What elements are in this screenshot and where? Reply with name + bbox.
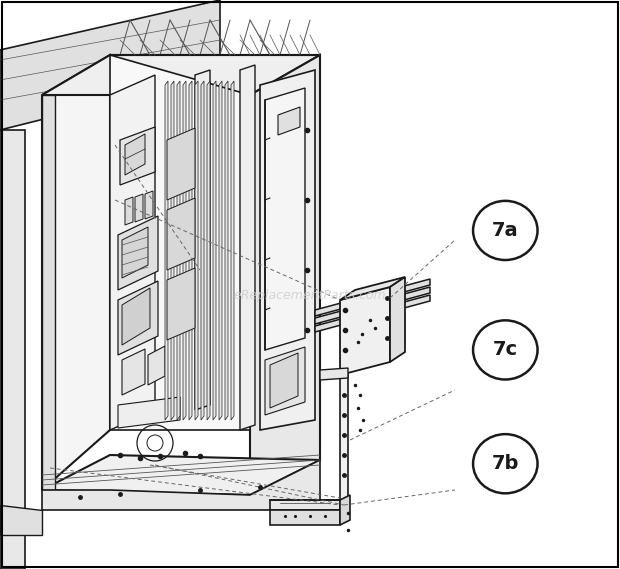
Polygon shape xyxy=(42,460,320,510)
Text: 7b: 7b xyxy=(492,454,519,473)
Polygon shape xyxy=(340,287,390,375)
Polygon shape xyxy=(42,55,320,95)
Polygon shape xyxy=(118,281,158,355)
Polygon shape xyxy=(42,95,55,490)
Polygon shape xyxy=(315,279,430,316)
Ellipse shape xyxy=(473,201,538,260)
Polygon shape xyxy=(219,81,222,420)
Polygon shape xyxy=(167,128,195,200)
Polygon shape xyxy=(201,81,204,420)
Polygon shape xyxy=(225,81,228,420)
Polygon shape xyxy=(315,295,430,332)
Polygon shape xyxy=(167,268,195,340)
Polygon shape xyxy=(320,368,348,380)
Polygon shape xyxy=(122,288,150,345)
Polygon shape xyxy=(270,510,340,525)
Text: 7c: 7c xyxy=(493,340,518,360)
Polygon shape xyxy=(42,455,320,495)
Text: 7a: 7a xyxy=(492,221,518,240)
Ellipse shape xyxy=(473,320,538,380)
Polygon shape xyxy=(207,81,210,420)
Polygon shape xyxy=(260,70,315,430)
Polygon shape xyxy=(0,0,220,130)
Polygon shape xyxy=(145,191,153,219)
Polygon shape xyxy=(240,65,255,430)
Polygon shape xyxy=(165,81,168,420)
Polygon shape xyxy=(340,375,348,500)
Polygon shape xyxy=(122,227,148,278)
Polygon shape xyxy=(110,55,250,430)
Polygon shape xyxy=(42,55,110,490)
Polygon shape xyxy=(122,349,145,395)
Polygon shape xyxy=(120,127,155,185)
Polygon shape xyxy=(390,277,405,362)
Polygon shape xyxy=(118,216,158,290)
Polygon shape xyxy=(213,81,216,420)
Polygon shape xyxy=(265,88,305,350)
Polygon shape xyxy=(270,500,340,510)
Polygon shape xyxy=(315,287,430,324)
Polygon shape xyxy=(177,81,180,420)
Polygon shape xyxy=(340,495,350,525)
Polygon shape xyxy=(183,81,186,420)
Text: eReplacementParts.com: eReplacementParts.com xyxy=(234,288,386,302)
Polygon shape xyxy=(125,197,133,225)
Polygon shape xyxy=(340,277,405,300)
Polygon shape xyxy=(231,81,234,420)
Polygon shape xyxy=(171,81,174,420)
Polygon shape xyxy=(189,81,192,420)
Ellipse shape xyxy=(473,434,538,493)
Polygon shape xyxy=(148,346,165,385)
Polygon shape xyxy=(250,55,320,495)
Polygon shape xyxy=(265,347,305,415)
Polygon shape xyxy=(135,194,143,222)
Polygon shape xyxy=(270,353,298,408)
Polygon shape xyxy=(195,70,210,410)
Polygon shape xyxy=(195,81,198,420)
Polygon shape xyxy=(167,198,195,270)
Polygon shape xyxy=(125,134,145,175)
Polygon shape xyxy=(110,75,155,430)
Polygon shape xyxy=(0,505,42,535)
Polygon shape xyxy=(0,130,25,569)
Polygon shape xyxy=(278,107,300,135)
Polygon shape xyxy=(118,397,180,428)
